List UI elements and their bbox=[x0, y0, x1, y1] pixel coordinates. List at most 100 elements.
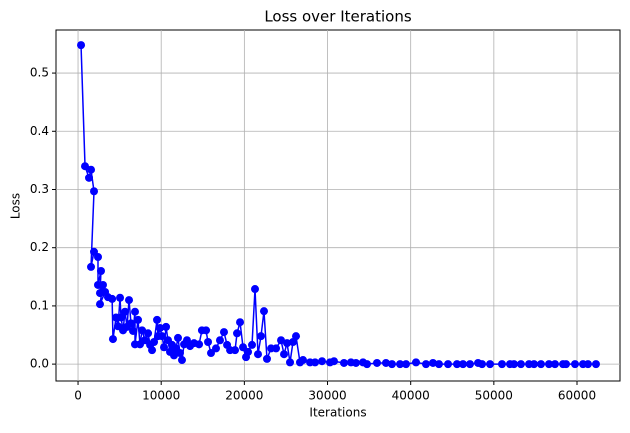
point bbox=[96, 266, 105, 275]
point bbox=[202, 326, 211, 335]
point bbox=[339, 358, 348, 367]
point bbox=[215, 336, 224, 345]
point bbox=[95, 300, 104, 309]
point bbox=[204, 338, 213, 346]
y-axis-label: Loss bbox=[9, 193, 23, 219]
point bbox=[478, 360, 487, 369]
point bbox=[363, 360, 372, 369]
point bbox=[453, 360, 462, 369]
x-tick-label: 40000 bbox=[392, 389, 430, 403]
point bbox=[486, 360, 495, 369]
point bbox=[280, 350, 289, 359]
point bbox=[530, 360, 539, 369]
point bbox=[591, 360, 600, 369]
point bbox=[428, 358, 437, 367]
point bbox=[381, 358, 390, 367]
point bbox=[516, 360, 525, 369]
point bbox=[256, 332, 265, 341]
point bbox=[298, 356, 307, 365]
point bbox=[85, 173, 94, 182]
point bbox=[434, 360, 443, 369]
point bbox=[550, 360, 559, 369]
point bbox=[286, 358, 295, 367]
point bbox=[497, 360, 506, 369]
x-tick-label: 0 bbox=[74, 389, 82, 403]
point bbox=[292, 332, 301, 341]
x-tick-label: 30000 bbox=[308, 389, 346, 403]
point bbox=[262, 354, 271, 363]
point bbox=[177, 356, 186, 365]
point bbox=[412, 358, 421, 367]
point bbox=[351, 358, 360, 367]
x-axis-label: Iterations bbox=[309, 406, 366, 420]
point bbox=[536, 360, 545, 369]
point bbox=[133, 315, 142, 324]
x-tick-label: 60000 bbox=[558, 389, 596, 403]
point bbox=[212, 344, 221, 353]
point bbox=[387, 360, 396, 369]
point bbox=[195, 340, 204, 349]
point bbox=[465, 360, 474, 369]
chart-title: Loss over Iterations bbox=[264, 8, 412, 26]
x-tick-label: 10000 bbox=[142, 389, 180, 403]
point bbox=[544, 360, 553, 369]
point bbox=[283, 339, 292, 348]
point bbox=[244, 347, 253, 356]
point bbox=[233, 329, 242, 338]
point bbox=[583, 360, 592, 369]
y-tick-label: 0.5 bbox=[30, 66, 49, 80]
point bbox=[121, 307, 130, 316]
point bbox=[173, 333, 182, 342]
x-tick-label: 50000 bbox=[475, 389, 513, 403]
point bbox=[162, 322, 171, 331]
point bbox=[509, 360, 518, 369]
point bbox=[562, 360, 571, 369]
point bbox=[402, 360, 411, 369]
point bbox=[231, 346, 240, 355]
point bbox=[150, 338, 159, 346]
point bbox=[156, 324, 165, 333]
point bbox=[170, 351, 179, 360]
point bbox=[311, 358, 320, 367]
point bbox=[251, 285, 260, 294]
y-tick-label: 0.2 bbox=[30, 240, 49, 254]
y-tick-label: 0.1 bbox=[30, 298, 49, 312]
point bbox=[259, 307, 268, 316]
point bbox=[248, 340, 257, 349]
point bbox=[148, 346, 157, 355]
point bbox=[116, 293, 125, 302]
point bbox=[153, 315, 162, 324]
y-tick-label: 0.3 bbox=[30, 182, 49, 196]
point bbox=[90, 187, 99, 196]
point bbox=[277, 336, 286, 345]
point bbox=[125, 296, 134, 305]
point bbox=[87, 262, 96, 271]
point bbox=[131, 307, 140, 316]
point bbox=[98, 280, 107, 289]
point bbox=[138, 326, 147, 335]
point bbox=[219, 328, 228, 337]
point bbox=[158, 332, 167, 341]
point bbox=[272, 344, 281, 353]
point bbox=[77, 41, 86, 50]
point bbox=[236, 318, 245, 327]
point bbox=[140, 336, 149, 345]
point bbox=[444, 360, 453, 369]
point bbox=[421, 360, 430, 369]
point bbox=[108, 335, 117, 344]
point bbox=[396, 360, 405, 369]
point bbox=[127, 319, 136, 328]
point bbox=[571, 360, 580, 369]
point bbox=[108, 294, 117, 303]
plot-frame bbox=[55, 29, 621, 382]
point bbox=[144, 329, 153, 338]
point bbox=[458, 360, 467, 369]
x-tick-label: 20000 bbox=[225, 389, 263, 403]
point bbox=[373, 358, 382, 367]
point bbox=[175, 349, 184, 358]
point bbox=[160, 343, 169, 352]
point bbox=[87, 165, 96, 174]
y-tick-label: 0.4 bbox=[30, 124, 49, 138]
point bbox=[81, 162, 90, 171]
